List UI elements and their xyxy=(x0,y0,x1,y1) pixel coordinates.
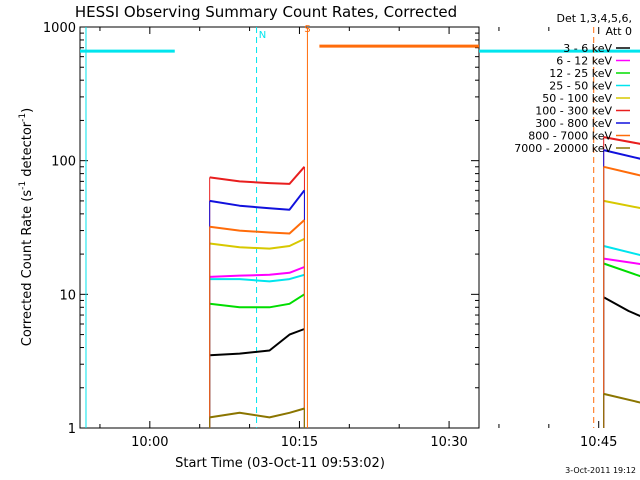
series-group: NS xyxy=(80,24,640,428)
y-label-part: Corrected Count Rate (s xyxy=(20,190,35,347)
series-2-segment-1 xyxy=(603,262,640,278)
series-5-segment-0 xyxy=(209,166,306,185)
x-tick-label: 10:30 xyxy=(430,435,467,450)
x-tick-label: 10:00 xyxy=(131,435,168,450)
legend-entry-label: 300 - 800 keV xyxy=(535,117,612,130)
legend-header-line: Det 1,3,4,5,6, xyxy=(556,12,632,25)
y-tick-label: 100 xyxy=(51,155,76,170)
chart-title: HESSI Observing Summary Count Rates, Cor… xyxy=(75,3,457,21)
y-tick-label: 1000 xyxy=(43,21,76,36)
y-label-superscript: -1 xyxy=(18,113,28,122)
x-axis-label: Start Time (03-Oct-11 09:53:02) xyxy=(175,456,385,471)
legend-entry-label: 6 - 12 keV xyxy=(556,55,612,68)
series-8-segment-1 xyxy=(603,392,640,404)
series-3-segment-0 xyxy=(209,273,305,283)
y-tick-label: 1 xyxy=(68,422,76,437)
y-label-superscript: -1 xyxy=(18,181,28,190)
y-label-part: detector xyxy=(20,121,35,181)
y-tick-label: 10 xyxy=(59,288,76,303)
plot-area: 10:0010:1510:3010:4511:0011:1511:3011010… xyxy=(43,21,640,450)
legend-entry-label: 50 - 100 keV xyxy=(542,92,612,105)
series-4-segment-0 xyxy=(209,237,305,250)
legend-entry-label: 7000 - 20000 keV xyxy=(514,142,612,155)
series-0-segment-0 xyxy=(209,328,305,357)
legend-entry-label: 800 - 7000 keV xyxy=(528,130,612,143)
series-7-segment-0 xyxy=(209,219,306,235)
series-1-segment-0 xyxy=(209,266,305,278)
legend-entry-label: 3 - 6 keV xyxy=(563,42,612,55)
generation-timestamp: 3-Oct-2011 19:12 xyxy=(565,466,636,475)
y-axis-label: Corrected Count Rate (s-1 detector-1) xyxy=(18,108,35,346)
legend-entry-label: 100 - 300 keV xyxy=(535,105,612,118)
plot-frame xyxy=(79,26,480,429)
legend-entry-label: 12 - 25 keV xyxy=(549,67,612,80)
series-7-segment-1 xyxy=(603,165,640,177)
series-4-segment-1 xyxy=(603,199,640,210)
legend-entry-label: 25 - 50 keV xyxy=(549,80,612,93)
overlay-label-0: N xyxy=(259,30,266,41)
series-2-segment-0 xyxy=(209,293,305,309)
legend-header-line: Att 0 xyxy=(606,25,632,38)
y-label-part: ) xyxy=(20,108,35,113)
overlay-label-1: S xyxy=(304,24,310,35)
x-tick-label: 10:45 xyxy=(580,435,617,450)
series-0-segment-1 xyxy=(603,296,640,318)
x-tick-label: 10:15 xyxy=(281,435,318,450)
series-8-segment-0 xyxy=(209,407,305,419)
series-6-segment-0 xyxy=(209,189,306,211)
